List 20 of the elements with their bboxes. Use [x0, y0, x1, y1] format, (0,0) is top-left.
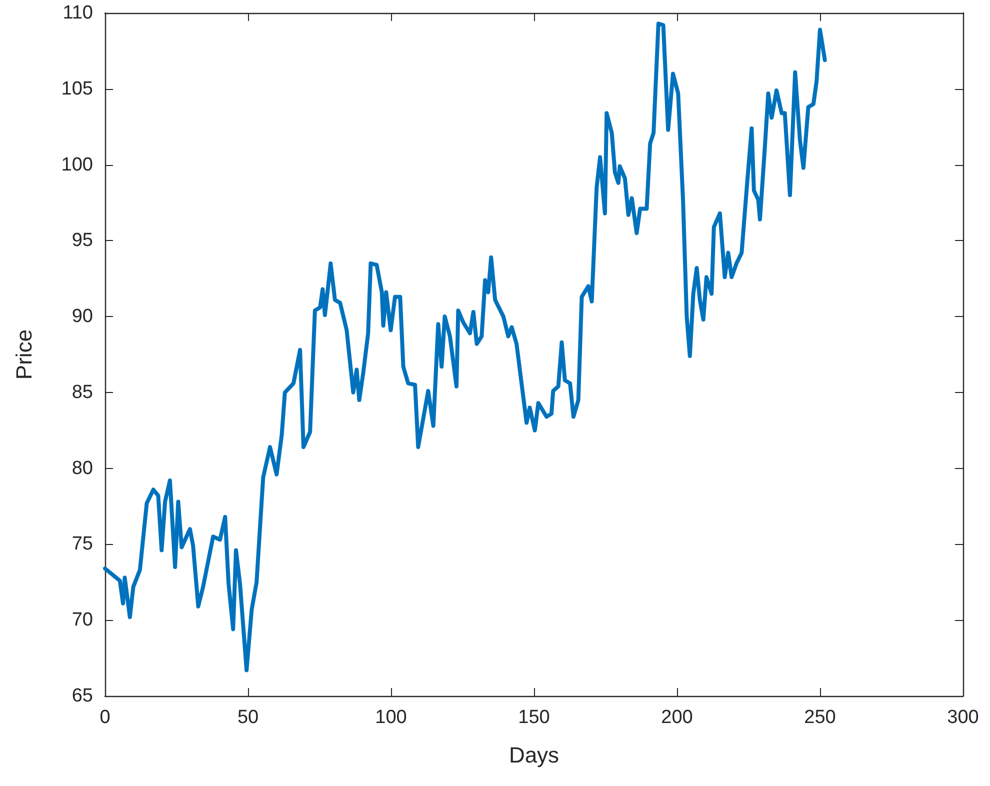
x-tick-label: 100	[375, 707, 407, 728]
x-tick-label: 50	[237, 707, 259, 728]
y-axis-title: Price	[12, 329, 36, 380]
line-series	[103, 22, 827, 672]
x-tick-label: 250	[804, 707, 836, 728]
y-tick-label: 90	[72, 306, 93, 328]
y-tick-label: 100	[61, 154, 93, 176]
y-tick-label: 70	[72, 610, 93, 631]
y-tick-label: 75	[72, 534, 93, 555]
x-tick-label: 150	[518, 707, 550, 728]
y-tick-label: 105	[61, 78, 93, 100]
x-tick-label: 0	[100, 707, 110, 728]
y-tick-label: 110	[62, 2, 93, 24]
y-tick-label: 65	[72, 686, 93, 706]
x-axis-title: Days	[508, 742, 560, 768]
x-tick-label: 200	[661, 707, 693, 728]
y-tick-label: 80	[72, 458, 93, 479]
x-tick-label: 300	[947, 707, 979, 728]
y-tick-label: 95	[72, 230, 93, 252]
y-tick-label: 85	[72, 382, 93, 403]
